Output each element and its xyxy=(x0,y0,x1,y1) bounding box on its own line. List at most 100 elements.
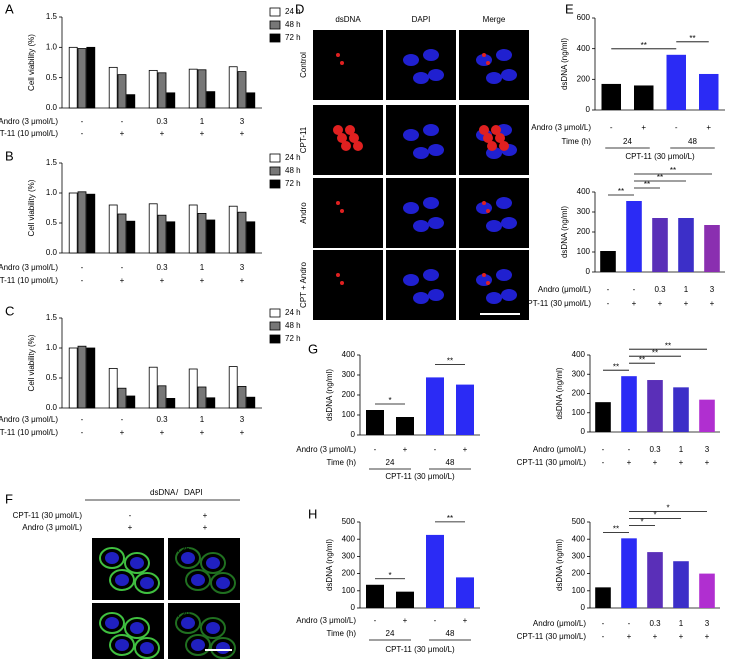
bar xyxy=(148,366,158,409)
row-label: CPT-11 xyxy=(299,126,308,153)
row-value: - xyxy=(121,117,124,126)
bar xyxy=(188,368,198,409)
cell xyxy=(134,637,160,659)
bar xyxy=(652,218,668,272)
bar xyxy=(108,367,118,409)
row-value: + xyxy=(160,276,165,285)
dsdna-signal xyxy=(337,133,347,143)
panel-letter: G xyxy=(308,341,318,356)
bar xyxy=(366,584,384,608)
row-value: 3 xyxy=(705,619,710,628)
row-value: + xyxy=(679,458,684,467)
row-value: - xyxy=(633,285,636,294)
bar xyxy=(68,46,78,109)
row-value: - xyxy=(628,445,631,454)
row-label: CPT-11 (10 μmol/L) xyxy=(0,428,58,437)
column-label: DAPI xyxy=(412,15,431,24)
panel-letter: A xyxy=(5,1,14,16)
row-value: 1 xyxy=(684,285,689,294)
bar xyxy=(396,417,414,435)
bar xyxy=(456,577,474,608)
nucleus xyxy=(413,72,429,84)
y-axis-label: dsDNA (ng/ml) xyxy=(560,38,569,90)
bar xyxy=(228,366,238,409)
significance-label: ** xyxy=(657,173,663,182)
bar xyxy=(206,397,216,409)
row-value: - xyxy=(610,123,613,132)
dsdna-signal xyxy=(353,141,363,151)
legend-swatch xyxy=(269,7,281,17)
bar xyxy=(157,214,167,254)
bar xyxy=(647,552,663,608)
y-tick-label: 600 xyxy=(577,13,591,22)
row-value: - xyxy=(81,428,84,437)
legend-swatch xyxy=(269,33,281,43)
bar xyxy=(699,399,715,432)
nucleus xyxy=(181,617,195,629)
bar xyxy=(157,72,167,109)
y-axis-label: Cell viability (%) xyxy=(27,179,36,236)
row-label: Andro (μmol/L) xyxy=(533,619,586,628)
legend-label: 72 h xyxy=(285,334,301,343)
row-value: 3 xyxy=(240,415,245,424)
row-value: 1 xyxy=(200,117,205,126)
cell-line-label: HT29 xyxy=(170,610,190,619)
row-value: + xyxy=(200,129,205,138)
y-tick-label: 0 xyxy=(586,105,591,114)
micrograph xyxy=(386,30,456,100)
micrograph xyxy=(386,178,456,248)
y-axis-label: dsDNA (ng/ml) xyxy=(555,367,564,419)
row-value: 0.3 xyxy=(649,619,661,628)
nucleus xyxy=(206,622,220,634)
dsdna-signal xyxy=(340,281,344,285)
row-value: - xyxy=(602,445,605,454)
significance-label: ** xyxy=(665,341,671,350)
significance-label: ** xyxy=(613,524,619,533)
micrograph xyxy=(459,250,529,320)
micrograph xyxy=(313,250,383,320)
nucleus xyxy=(216,577,230,589)
y-tick-label: 100 xyxy=(342,586,356,595)
row-value: 1 xyxy=(200,415,205,424)
legend-label: 48 h xyxy=(285,20,301,29)
dsdna-signal xyxy=(499,141,509,151)
row-label: CPT-11 (30 μmol/L) xyxy=(13,511,83,520)
row-value: - xyxy=(607,299,610,308)
bar xyxy=(396,591,414,608)
bar xyxy=(699,73,719,110)
bar xyxy=(228,205,238,254)
bar xyxy=(197,69,207,109)
y-tick-label: 0.0 xyxy=(46,248,58,257)
row-value: + xyxy=(240,276,245,285)
nucleus xyxy=(206,557,220,569)
bar xyxy=(673,387,689,432)
row-label: CPT-11 (10 μmol/L) xyxy=(0,276,58,285)
y-tick-label: 0 xyxy=(351,430,356,439)
dsdna-signal xyxy=(479,125,489,135)
bar xyxy=(246,221,256,254)
y-tick-label: 500 xyxy=(342,517,356,526)
row-label: Control xyxy=(299,52,308,78)
bar xyxy=(647,380,663,432)
nucleus xyxy=(403,274,419,286)
micrograph xyxy=(313,30,383,100)
time-label: 48 xyxy=(446,458,455,467)
dsdna-signal xyxy=(491,125,501,135)
bar xyxy=(246,396,256,409)
y-tick-label: 1.5 xyxy=(46,12,58,21)
bar xyxy=(157,385,167,409)
bar xyxy=(117,387,127,409)
row-value: 3 xyxy=(240,117,245,126)
nucleus xyxy=(496,49,512,61)
legend-label: 48 h xyxy=(285,166,301,175)
significance-label: ** xyxy=(689,34,695,43)
bar xyxy=(626,201,642,272)
bar xyxy=(699,573,715,608)
cell xyxy=(200,617,226,639)
cell xyxy=(210,572,236,594)
row-label: Time (h) xyxy=(327,629,357,638)
time-label: 48 xyxy=(446,629,455,638)
micrograph xyxy=(459,105,529,175)
significance-label: ** xyxy=(639,355,645,364)
y-tick-label: 400 xyxy=(342,534,356,543)
